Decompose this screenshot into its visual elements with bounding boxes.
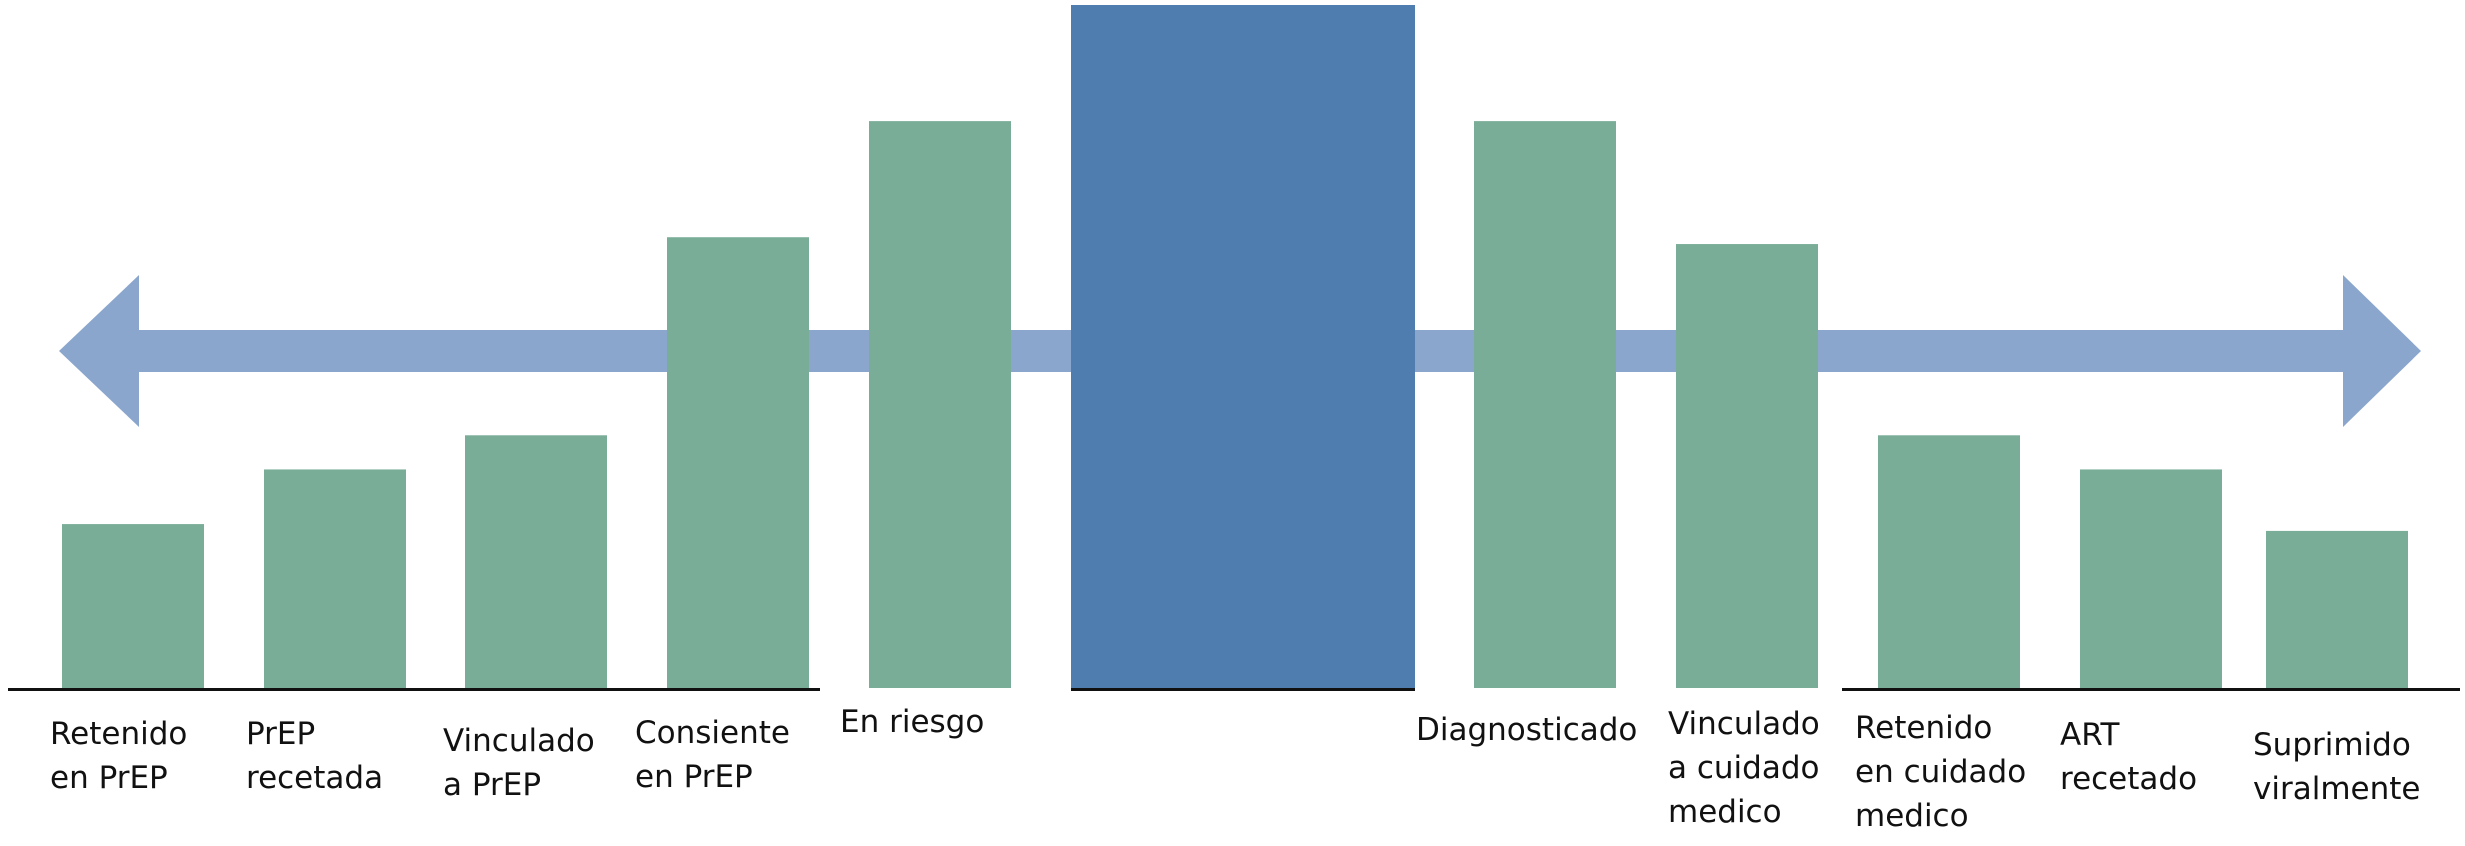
category-label: Retenido en PrEP: [50, 716, 187, 796]
category-label-line: En riesgo: [840, 704, 984, 740]
bar: [1676, 244, 1818, 689]
category-label-line: a cuidado: [1668, 750, 1819, 786]
bar: [2080, 469, 2222, 688]
category-label: Retenido en cuidado medico: [1855, 710, 2026, 834]
category-label-line: Vinculado: [443, 723, 595, 759]
category-label: Vinculado a cuidado medico: [1668, 706, 1820, 830]
category-label-line: medico: [1668, 794, 1782, 830]
category-label: Suprimido viralmente: [2253, 727, 2420, 807]
bars: [62, 5, 2408, 689]
bar-highlight: [1071, 5, 1415, 688]
category-label-line: Suprimido: [2253, 727, 2411, 763]
category-label: ART recetado: [2060, 717, 2197, 797]
bar: [869, 121, 1011, 689]
category-label-line: Diagnosticado: [1416, 712, 1637, 748]
category-label-line: Retenido: [50, 716, 187, 752]
category-label-line: medico: [1855, 798, 1969, 834]
bar: [1878, 435, 2020, 688]
category-label: Diagnosticado: [1416, 712, 1637, 748]
category-label-line: recetada: [246, 760, 383, 796]
bar: [1474, 121, 1616, 689]
bar: [465, 435, 607, 688]
bar: [62, 524, 204, 688]
category-label-line: recetado: [2060, 761, 2197, 797]
bar: [2266, 530, 2408, 688]
category-label-line: Consiente: [635, 715, 790, 751]
category-label-line: Vinculado: [1668, 706, 1820, 742]
category-label-line: ART: [2060, 717, 2120, 753]
category-label-line: PrEP: [246, 716, 315, 752]
category-label-line: Retenido: [1855, 710, 1992, 746]
category-label: Vinculado a PrEP: [443, 723, 595, 803]
bar: [667, 237, 809, 688]
category-labels: Retenido en PrEP PrEP recetada Vinculado a Pr…: [50, 704, 2420, 834]
category-label-line: viralmente: [2253, 771, 2420, 807]
category-label-line: en PrEP: [50, 760, 168, 796]
bar: [264, 469, 406, 688]
category-label-line: en cuidado: [1855, 754, 2026, 790]
category-label-line: en PrEP: [635, 759, 753, 795]
category-label: En riesgo: [840, 704, 984, 740]
category-label: Consiente en PrEP: [635, 715, 790, 795]
category-label: PrEP recetada: [246, 716, 383, 796]
category-label-line: a PrEP: [443, 767, 541, 803]
